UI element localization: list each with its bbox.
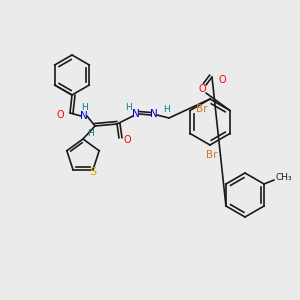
- Text: N: N: [150, 109, 158, 119]
- Text: N: N: [80, 111, 88, 121]
- Text: O: O: [218, 75, 226, 85]
- Text: N: N: [132, 109, 140, 119]
- Text: O: O: [56, 110, 64, 120]
- Text: Br: Br: [196, 103, 208, 113]
- Text: H: H: [81, 103, 87, 112]
- Text: S: S: [89, 167, 97, 177]
- Text: Br: Br: [206, 150, 218, 160]
- Text: O: O: [198, 84, 206, 94]
- Text: H: H: [88, 128, 94, 137]
- Text: O: O: [123, 135, 131, 145]
- Text: CH₃: CH₃: [276, 173, 292, 182]
- Text: H: H: [126, 103, 132, 112]
- Text: H: H: [163, 106, 170, 115]
